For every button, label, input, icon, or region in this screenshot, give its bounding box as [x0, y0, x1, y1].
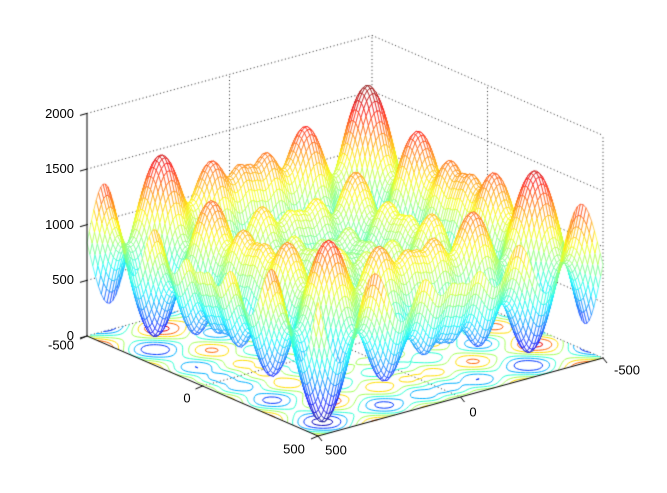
z-tick-label-0: 0 — [66, 328, 74, 343]
y-tick-label-500: 500 — [325, 442, 347, 458]
x-tick-label-neg500: -500 — [47, 337, 75, 353]
y-tick-label-neg500: -500 — [613, 362, 641, 378]
x-tick-label-500: 500 — [283, 441, 305, 457]
y-tick-label-0: 0 — [469, 404, 477, 420]
z-tick-label-500: 500 — [52, 272, 74, 287]
x-tick-label-0: 0 — [183, 390, 191, 406]
z-tick-label-1000: 1000 — [45, 217, 74, 232]
z-tick-label-1500: 1500 — [45, 161, 74, 176]
z-tick-label-2000: 2000 — [45, 106, 74, 121]
